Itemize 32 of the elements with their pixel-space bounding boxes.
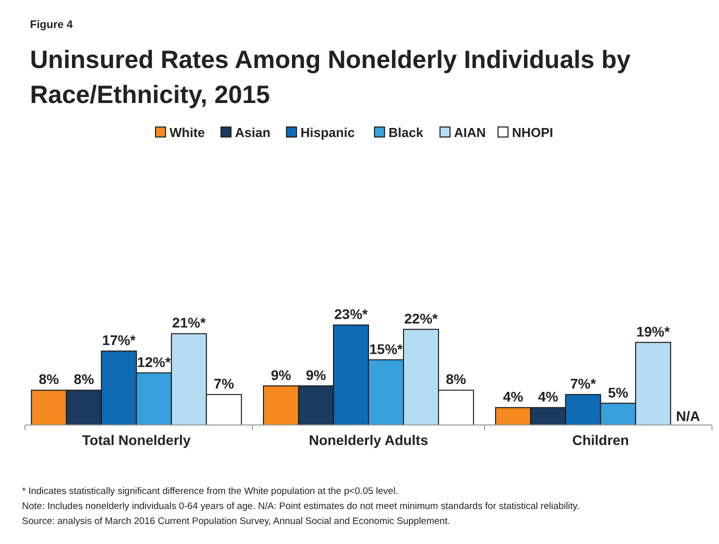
legend-label: NHOPI (512, 125, 554, 140)
data-label: 15%* (369, 340, 404, 357)
data-label: 8% (38, 371, 60, 388)
data-label: 4% (502, 388, 524, 405)
data-label: 4% (538, 388, 559, 405)
text: N/A (676, 408, 700, 424)
data-label: 21%* (172, 314, 206, 331)
text: Note: Includes nonelderly individuals 0-64 years of age. N/A: Point estimates do not meet minimum standards for statistical reliability. (22, 501, 580, 512)
legend-label: AIAN (454, 125, 486, 140)
x-tick-label: Children (572, 432, 629, 448)
text: * Indicates statistically significant difference from the White population at the p<0.05 level. (22, 486, 398, 497)
data-label: 9% (306, 366, 327, 383)
legend-label: Asian (235, 125, 270, 140)
x-tick-label: Total Nonelderly (82, 432, 191, 448)
data-label: 5% (608, 384, 629, 400)
data-label: 17%* (102, 332, 136, 348)
legend-label: White (170, 125, 205, 140)
data-label: 7%* (570, 376, 596, 392)
data-label: 7% (214, 376, 235, 392)
data-label: 8% (74, 371, 95, 388)
x-tick-label: Nonelderly Adults (308, 432, 428, 448)
source-note: Source: analysis of March 2016 Current Population Survey, Annual Social and Economic Supplement. (22, 516, 450, 527)
data-label: 9% (270, 366, 292, 383)
data-label: 12%* (137, 354, 172, 370)
legend-label: Black (388, 125, 424, 140)
data-label: 22%* (404, 310, 438, 326)
data-label: 8% (446, 371, 467, 388)
data-label: 19%* (636, 323, 670, 340)
chart-subtitle: Figure 4 (30, 19, 74, 31)
chart-title: Uninsured Rates Among Nonelderly Individuals by Race/Ethnicity, 2015 (30, 46, 631, 109)
legend-label: Hispanic (300, 125, 355, 140)
data-label: 23%* (334, 306, 368, 322)
